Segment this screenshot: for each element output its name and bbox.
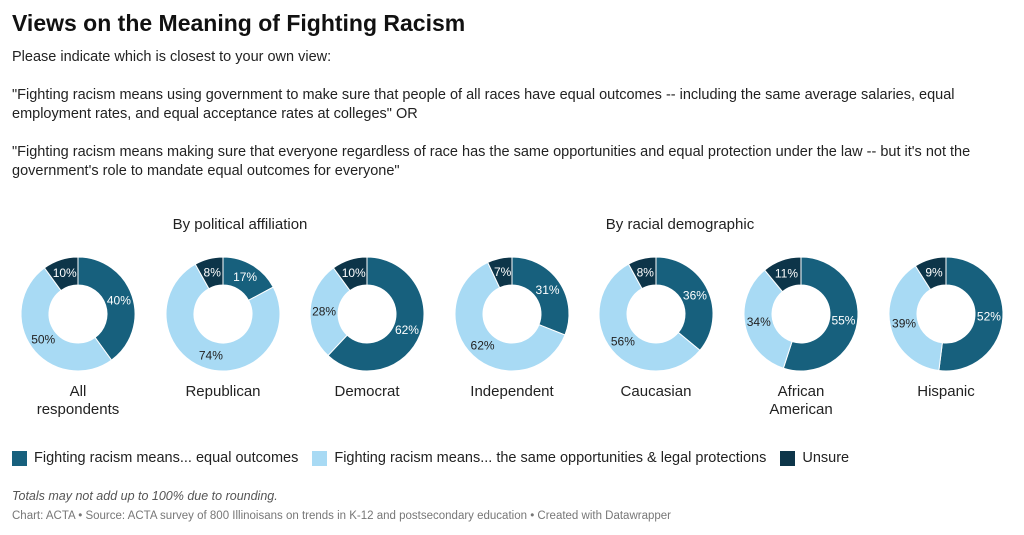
data-label-unsure: 8% bbox=[637, 265, 655, 279]
data-label-equal-outcomes: 62% bbox=[395, 323, 419, 337]
data-label-same-opportunities: 50% bbox=[31, 332, 55, 346]
data-label-unsure: 7% bbox=[494, 265, 512, 279]
rounding-note: Totals may not add up to 100% due to rou… bbox=[12, 489, 278, 503]
slice-unsure bbox=[43, 256, 79, 292]
data-label-equal-outcomes: 52% bbox=[977, 310, 1001, 324]
donut-republican: 17% 74% 8% Republican bbox=[165, 256, 281, 400]
slice-unsure bbox=[332, 256, 368, 292]
category-label: African bbox=[778, 383, 825, 400]
data-label-same-opportunities: 28% bbox=[312, 304, 336, 318]
legend-item-equal-outcomes: Fighting racism means... equal outcomes bbox=[12, 450, 298, 466]
data-label-unsure: 11% bbox=[775, 267, 798, 281]
category-label: Independent bbox=[470, 383, 554, 400]
category-label: respondents bbox=[37, 401, 120, 418]
donut-democrat: 62% 28% 10% Democrat bbox=[309, 256, 425, 400]
category-label: Hispanic bbox=[917, 383, 975, 400]
category-label: All bbox=[70, 383, 87, 400]
data-label-same-opportunities: 39% bbox=[892, 316, 916, 330]
legend-item-same-opportunities: Fighting racism means... the same opport… bbox=[312, 450, 766, 466]
slice-same-opportunities bbox=[165, 263, 281, 372]
legend-label-unsure: Unsure bbox=[802, 450, 850, 466]
data-label-same-opportunities: 74% bbox=[199, 348, 223, 362]
data-label-same-opportunities: 62% bbox=[471, 338, 495, 352]
group-label-political: By political affiliation bbox=[172, 216, 308, 233]
data-label-same-opportunities: 56% bbox=[611, 334, 635, 348]
legend-item-unsure: Unsure bbox=[780, 450, 849, 466]
data-label-same-opportunities: 34% bbox=[747, 315, 771, 329]
option-a-text: "Fighting racism means using government … bbox=[12, 87, 955, 122]
slice-equal-outcomes bbox=[327, 256, 425, 372]
slice-equal-outcomes bbox=[511, 256, 570, 336]
category-label: Democrat bbox=[334, 383, 400, 400]
slice-unsure bbox=[487, 256, 513, 289]
slice-equal-outcomes bbox=[77, 256, 136, 361]
slice-equal-outcomes bbox=[938, 256, 1004, 372]
legend: Fighting racism means... equal outcomes … bbox=[12, 449, 863, 467]
slice-equal-outcomes bbox=[782, 256, 859, 372]
slice-unsure bbox=[914, 256, 947, 291]
data-label-equal-outcomes: 36% bbox=[683, 289, 707, 303]
data-label-equal-outcomes: 31% bbox=[536, 283, 560, 297]
category-label: Caucasian bbox=[621, 383, 692, 400]
donut-caucasian: 36% 56% 8% Caucasian bbox=[598, 256, 714, 400]
slice-unsure bbox=[194, 256, 224, 290]
data-label-unsure: 10% bbox=[53, 266, 77, 280]
legend-swatch-unsure bbox=[780, 450, 796, 466]
data-label-unsure: 8% bbox=[204, 265, 222, 279]
chart-title: Views on the Meaning of Fighting Racism bbox=[12, 10, 466, 36]
legend-label-same-opportunities: Fighting racism means... the same opport… bbox=[334, 450, 767, 466]
category-label: American bbox=[769, 401, 832, 418]
category-label: Republican bbox=[185, 383, 260, 400]
legend-swatch-equal-outcomes bbox=[12, 450, 27, 466]
data-label-equal-outcomes: 17% bbox=[233, 270, 257, 284]
legend-label-equal-outcomes: Fighting racism means... equal outcomes bbox=[34, 450, 299, 466]
data-label-unsure: 10% bbox=[342, 266, 366, 280]
data-label-equal-outcomes: 40% bbox=[107, 294, 131, 308]
slice-same-opportunities bbox=[20, 267, 113, 372]
source-footer: Chart: ACTA • Source: ACTA survey of 800… bbox=[12, 510, 672, 522]
slice-unsure bbox=[627, 256, 657, 290]
data-label-equal-outcomes: 55% bbox=[831, 314, 855, 328]
slice-same-opportunities bbox=[454, 261, 566, 372]
slice-same-opportunities bbox=[743, 269, 793, 369]
intro-text: Please indicate which is closest to your… bbox=[12, 49, 332, 65]
option-b-text: "Fighting racism means making sure that … bbox=[12, 144, 971, 179]
slice-same-opportunities bbox=[888, 265, 943, 372]
legend-swatch-same-opportunities bbox=[312, 450, 328, 466]
group-label-racial: By racial demographic bbox=[605, 216, 755, 233]
slice-equal-outcomes bbox=[655, 256, 714, 352]
donut-independent: 31% 62% 7% Independent bbox=[454, 256, 570, 400]
data-label-unsure: 9% bbox=[925, 266, 943, 280]
slice-unsure bbox=[763, 256, 802, 293]
donut-hispanic: 52% 39% 9% Hispanic bbox=[888, 256, 1004, 400]
slice-same-opportunities bbox=[598, 263, 701, 372]
